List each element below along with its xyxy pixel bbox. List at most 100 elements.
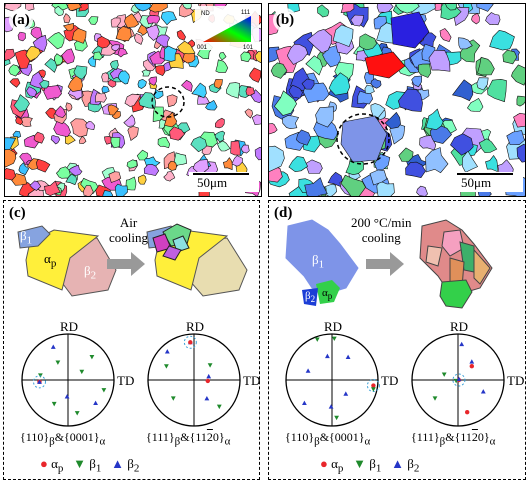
- grain: [364, 84, 375, 94]
- grain: [133, 33, 144, 45]
- grain: [471, 13, 480, 25]
- grain: [109, 59, 119, 71]
- grain: [478, 138, 498, 153]
- grain: [17, 31, 26, 42]
- grain: [340, 115, 388, 163]
- grain: [245, 86, 255, 96]
- grain: [53, 120, 71, 138]
- pole-figure-d-right: RD TD: [411, 319, 524, 427]
- grain: [117, 47, 128, 58]
- legend-c-ap-symbol: ●: [40, 456, 48, 471]
- grain: [111, 44, 120, 52]
- grain: [485, 154, 498, 173]
- scale-bar-a: [193, 173, 249, 175]
- grain: [5, 48, 16, 61]
- grain: [25, 4, 35, 11]
- ipf-001-label: 001: [197, 45, 208, 51]
- pf-pole-beta1: [216, 404, 222, 410]
- grain: [148, 76, 157, 86]
- grain: [18, 162, 30, 176]
- grain: [110, 17, 121, 28]
- pf-pole-beta2: [345, 354, 351, 359]
- grain: [213, 79, 223, 89]
- grain: [304, 177, 328, 196]
- pf-highlight: [183, 335, 197, 349]
- pole-figure-c-right: RD TD: [147, 319, 260, 427]
- grain: [458, 37, 473, 50]
- grain: [197, 94, 211, 105]
- grain: [282, 115, 300, 130]
- ipf-101-label: 101: [243, 45, 254, 51]
- grain: [222, 157, 233, 171]
- pf-pole-beta1: [334, 415, 339, 421]
- pf-pole-beta1: [51, 401, 57, 407]
- grain: [15, 116, 24, 126]
- pole-figure-c-left: RD TD: [21, 319, 134, 427]
- grain: [225, 82, 240, 99]
- pf-pole-alpha-p: [371, 383, 376, 388]
- grain-label-ap-c: αp: [44, 251, 57, 270]
- grain: [450, 133, 474, 156]
- pf-title-c-right: {111}β&{1120}α: [146, 430, 231, 448]
- grain: [65, 173, 78, 186]
- grain: [8, 64, 21, 77]
- pf-pole-beta1: [207, 363, 213, 368]
- process-arrow-d: [366, 252, 404, 276]
- grain: [254, 51, 261, 63]
- grain: [230, 140, 241, 156]
- grain: [44, 58, 58, 73]
- legend-d: ● αp ▼ β1 ▲ β2: [320, 456, 420, 475]
- grain: [369, 169, 388, 186]
- grain: [218, 52, 227, 61]
- pf-rd-label: RD: [450, 319, 468, 334]
- grain: [251, 114, 261, 126]
- grain: [502, 49, 518, 65]
- grain: [67, 75, 84, 92]
- pf-pole-beta2: [456, 376, 462, 382]
- legend-d-b1-symbol: ▼: [353, 456, 367, 471]
- grain: [451, 79, 474, 102]
- pf-td-label: TD: [381, 373, 398, 388]
- pf-pole-beta1: [314, 337, 320, 342]
- grain: [286, 43, 309, 65]
- grain: [476, 4, 494, 12]
- grain: [63, 13, 71, 24]
- grain: [340, 174, 366, 196]
- grain: [143, 163, 160, 176]
- grain: [395, 4, 420, 14]
- grain: [240, 51, 252, 63]
- grain: [332, 24, 354, 47]
- ipf-111-label: 111: [241, 10, 251, 16]
- grain-alpha-p-c: [25, 229, 100, 291]
- pf-pole-beta1: [164, 364, 169, 369]
- pf-pole-beta2: [93, 400, 98, 405]
- pf-pole-beta1: [89, 355, 95, 360]
- grain: [136, 149, 149, 161]
- pf-pole-beta2: [325, 353, 330, 359]
- grain: [43, 85, 62, 100]
- grain: [73, 65, 88, 80]
- grain: [62, 23, 74, 32]
- pf-pole-beta1: [331, 336, 337, 341]
- pole-figure-d-left: RD TD: [285, 319, 398, 427]
- grain-map-a: [5, 4, 261, 196]
- grain: [96, 36, 111, 49]
- panel-label-a: (a): [9, 8, 33, 32]
- grain: [296, 129, 312, 146]
- grain: [269, 123, 278, 135]
- grain: [376, 180, 395, 196]
- pf-pole-beta2: [302, 400, 307, 405]
- grain: [88, 16, 99, 25]
- grain: [445, 4, 457, 11]
- grain: [107, 104, 120, 116]
- grain: [95, 92, 107, 103]
- panel-d-frame: [268, 200, 526, 480]
- pf-pole-alpha-p: [469, 364, 474, 369]
- pf-highlight: [32, 375, 46, 389]
- grain: [157, 136, 171, 149]
- grain: [269, 145, 285, 172]
- grain-schematic-c-final: [146, 223, 248, 297]
- grain: [107, 79, 117, 88]
- grain: [163, 170, 176, 182]
- grain: [108, 171, 122, 183]
